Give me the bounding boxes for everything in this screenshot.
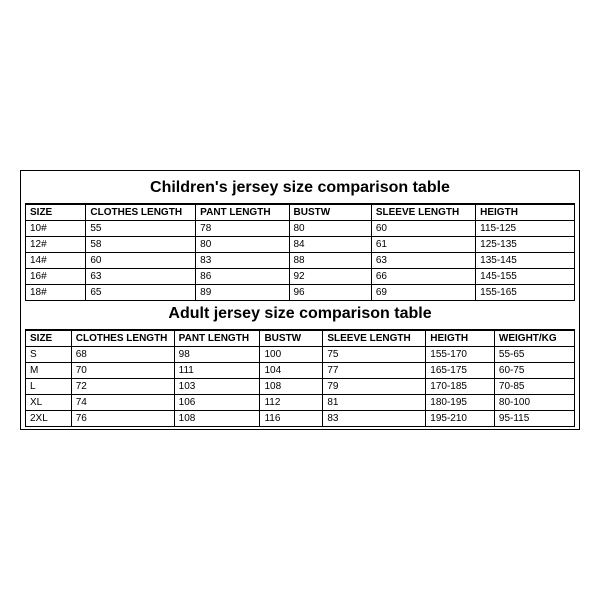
cell: 155-165 (476, 285, 575, 301)
cell: 88 (289, 253, 371, 269)
table-row: 18# 65 89 96 69 155-165 (26, 285, 575, 301)
col-pant-length: PANT LENGTH (196, 205, 289, 221)
cell: 75 (323, 347, 426, 363)
cell: 111 (174, 363, 260, 379)
cell: 115-125 (476, 221, 575, 237)
cell: 76 (71, 411, 174, 427)
cell: 55 (86, 221, 196, 237)
cell: 55-65 (494, 347, 574, 363)
cell: M (26, 363, 72, 379)
cell: 16# (26, 269, 86, 285)
cell: 60 (86, 253, 196, 269)
size-chart-container: Children's jersey size comparison table … (20, 170, 580, 430)
cell: 103 (174, 379, 260, 395)
adults-header-row: SIZE CLOTHES LENGTH PANT LENGTH BUSTW SL… (26, 331, 575, 347)
cell: 74 (71, 395, 174, 411)
cell: S (26, 347, 72, 363)
cell: 170-185 (426, 379, 495, 395)
cell: 180-195 (426, 395, 495, 411)
col-bustw: BUSTW (289, 205, 371, 221)
cell: 70-85 (494, 379, 574, 395)
table-row: 10# 55 78 80 60 115-125 (26, 221, 575, 237)
cell: 61 (371, 237, 475, 253)
adults-title: Adult jersey size comparison table (25, 301, 575, 330)
col-height: HEIGTH (426, 331, 495, 347)
cell: 195-210 (426, 411, 495, 427)
cell: 116 (260, 411, 323, 427)
table-row: S 68 98 100 75 155-170 55-65 (26, 347, 575, 363)
cell: 108 (260, 379, 323, 395)
cell: 72 (71, 379, 174, 395)
cell: 79 (323, 379, 426, 395)
table-row: 12# 58 80 84 61 125-135 (26, 237, 575, 253)
cell: 165-175 (426, 363, 495, 379)
cell: 98 (174, 347, 260, 363)
cell: 89 (196, 285, 289, 301)
children-body: 10# 55 78 80 60 115-125 12# 58 80 84 61 … (26, 221, 575, 301)
col-sleeve-length: SLEEVE LENGTH (323, 331, 426, 347)
cell: 112 (260, 395, 323, 411)
cell: 65 (86, 285, 196, 301)
cell: L (26, 379, 72, 395)
cell: 60 (371, 221, 475, 237)
cell: 80-100 (494, 395, 574, 411)
cell: 60-75 (494, 363, 574, 379)
cell: 104 (260, 363, 323, 379)
cell: 95-115 (494, 411, 574, 427)
cell: 108 (174, 411, 260, 427)
cell: 83 (196, 253, 289, 269)
cell: 63 (371, 253, 475, 269)
cell: 84 (289, 237, 371, 253)
table-row: 2XL 76 108 116 83 195-210 95-115 (26, 411, 575, 427)
cell: 80 (289, 221, 371, 237)
children-title: Children's jersey size comparison table (25, 175, 575, 204)
table-row: XL 74 106 112 81 180-195 80-100 (26, 395, 575, 411)
cell: 2XL (26, 411, 72, 427)
col-pant-length: PANT LENGTH (174, 331, 260, 347)
col-sleeve-length: SLEEVE LENGTH (371, 205, 475, 221)
col-weight: WEIGHT/KG (494, 331, 574, 347)
col-clothes-length: CLOTHES LENGTH (86, 205, 196, 221)
cell: 14# (26, 253, 86, 269)
cell: 92 (289, 269, 371, 285)
cell: 10# (26, 221, 86, 237)
cell: 58 (86, 237, 196, 253)
cell: 83 (323, 411, 426, 427)
col-size: SIZE (26, 331, 72, 347)
cell: 80 (196, 237, 289, 253)
cell: 106 (174, 395, 260, 411)
table-row: 14# 60 83 88 63 135-145 (26, 253, 575, 269)
cell: 69 (371, 285, 475, 301)
cell: 68 (71, 347, 174, 363)
children-header-row: SIZE CLOTHES LENGTH PANT LENGTH BUSTW SL… (26, 205, 575, 221)
cell: 96 (289, 285, 371, 301)
col-clothes-length: CLOTHES LENGTH (71, 331, 174, 347)
cell: 78 (196, 221, 289, 237)
cell: 12# (26, 237, 86, 253)
cell: 66 (371, 269, 475, 285)
cell: 63 (86, 269, 196, 285)
cell: 155-170 (426, 347, 495, 363)
cell: 77 (323, 363, 426, 379)
children-table: SIZE CLOTHES LENGTH PANT LENGTH BUSTW SL… (25, 204, 575, 301)
adults-table: SIZE CLOTHES LENGTH PANT LENGTH BUSTW SL… (25, 330, 575, 427)
cell: XL (26, 395, 72, 411)
col-height: HEIGTH (476, 205, 575, 221)
col-bustw: BUSTW (260, 331, 323, 347)
cell: 125-135 (476, 237, 575, 253)
cell: 100 (260, 347, 323, 363)
cell: 86 (196, 269, 289, 285)
cell: 145-155 (476, 269, 575, 285)
cell: 70 (71, 363, 174, 379)
table-row: M 70 111 104 77 165-175 60-75 (26, 363, 575, 379)
cell: 81 (323, 395, 426, 411)
col-size: SIZE (26, 205, 86, 221)
page: Children's jersey size comparison table … (0, 0, 600, 600)
cell: 18# (26, 285, 86, 301)
adults-body: S 68 98 100 75 155-170 55-65 M 70 111 10… (26, 347, 575, 427)
cell: 135-145 (476, 253, 575, 269)
table-row: 16# 63 86 92 66 145-155 (26, 269, 575, 285)
table-row: L 72 103 108 79 170-185 70-85 (26, 379, 575, 395)
